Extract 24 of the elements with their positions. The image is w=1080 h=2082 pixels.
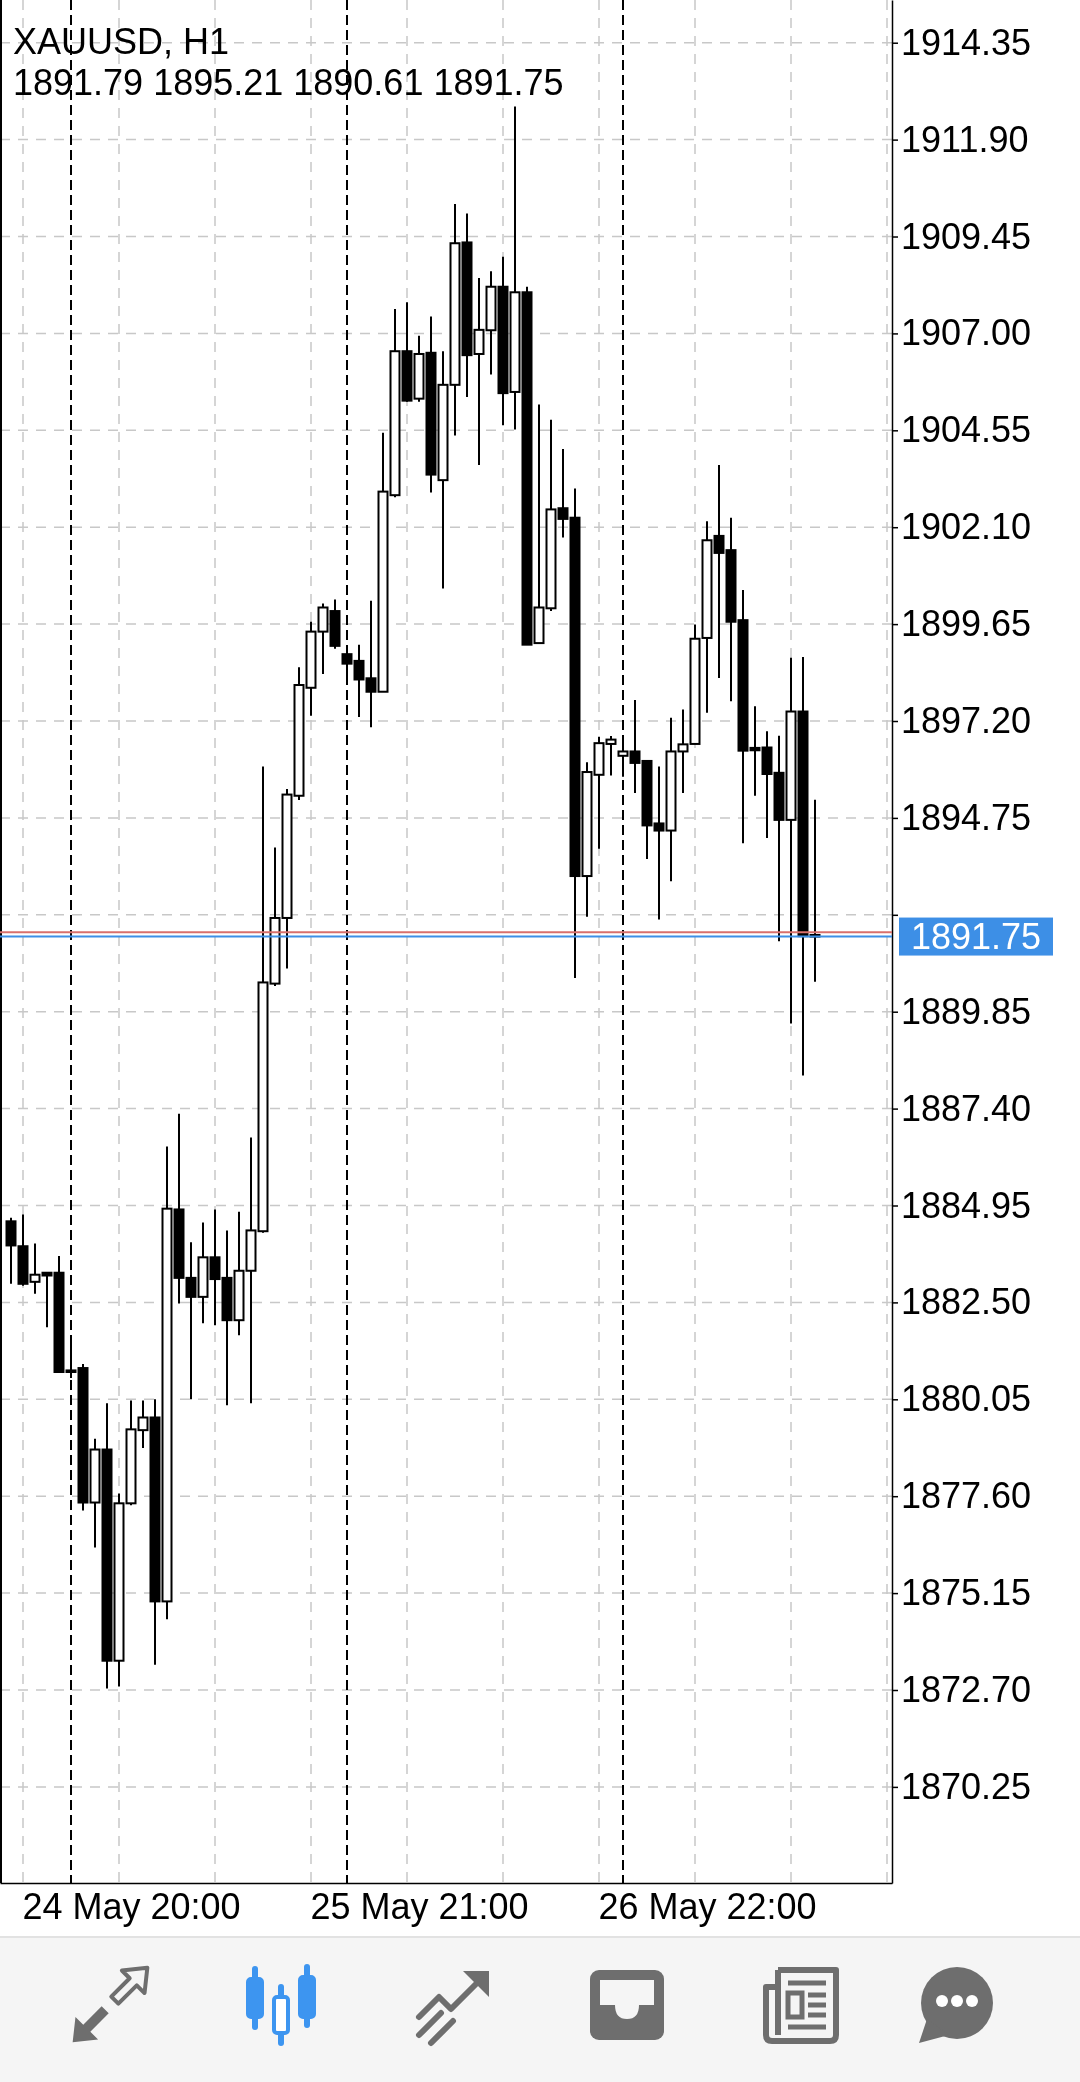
text: XAUUSD, H1 xyxy=(13,21,230,62)
y-tick-label: 1907.00 xyxy=(901,312,1032,354)
y-tick-label: 1904.55 xyxy=(901,409,1032,451)
x-tick-label: 25 May 21:00 xyxy=(310,1885,529,1927)
x-tick-label: 24 May 20:00 xyxy=(22,1885,241,1927)
y-tick-label: 1887.40 xyxy=(901,1087,1032,1129)
x-tick-label: 26 May 22:00 xyxy=(598,1885,817,1927)
text: 1891.79 1895.21 1890.61 1891.75 xyxy=(13,62,564,103)
y-tick-label: 1872.70 xyxy=(901,1669,1032,1711)
y-tick-label: 1884.95 xyxy=(901,1184,1032,1226)
y-tick-label: 1902.10 xyxy=(901,506,1032,548)
y-tick-label: 1880.05 xyxy=(901,1378,1032,1420)
y-tick-label: 1877.60 xyxy=(901,1475,1032,1517)
y-tick-label: 1894.75 xyxy=(901,796,1032,838)
y-tick-label: 1911.90 xyxy=(901,118,1029,160)
y-tick-label: 1875.15 xyxy=(901,1572,1032,1614)
ref-line-label: 1891.75 xyxy=(910,916,1042,958)
y-tick-label: 1909.45 xyxy=(901,215,1032,257)
y-tick-label: 1870.25 xyxy=(901,1765,1032,1807)
y-tick-label: 1897.20 xyxy=(901,700,1032,742)
y-tick-label: 1889.85 xyxy=(901,990,1032,1032)
y-tick-label: 1899.65 xyxy=(901,603,1032,645)
y-tick-label: 1914.35 xyxy=(901,21,1032,63)
y-tick-label: 1882.50 xyxy=(901,1281,1032,1323)
